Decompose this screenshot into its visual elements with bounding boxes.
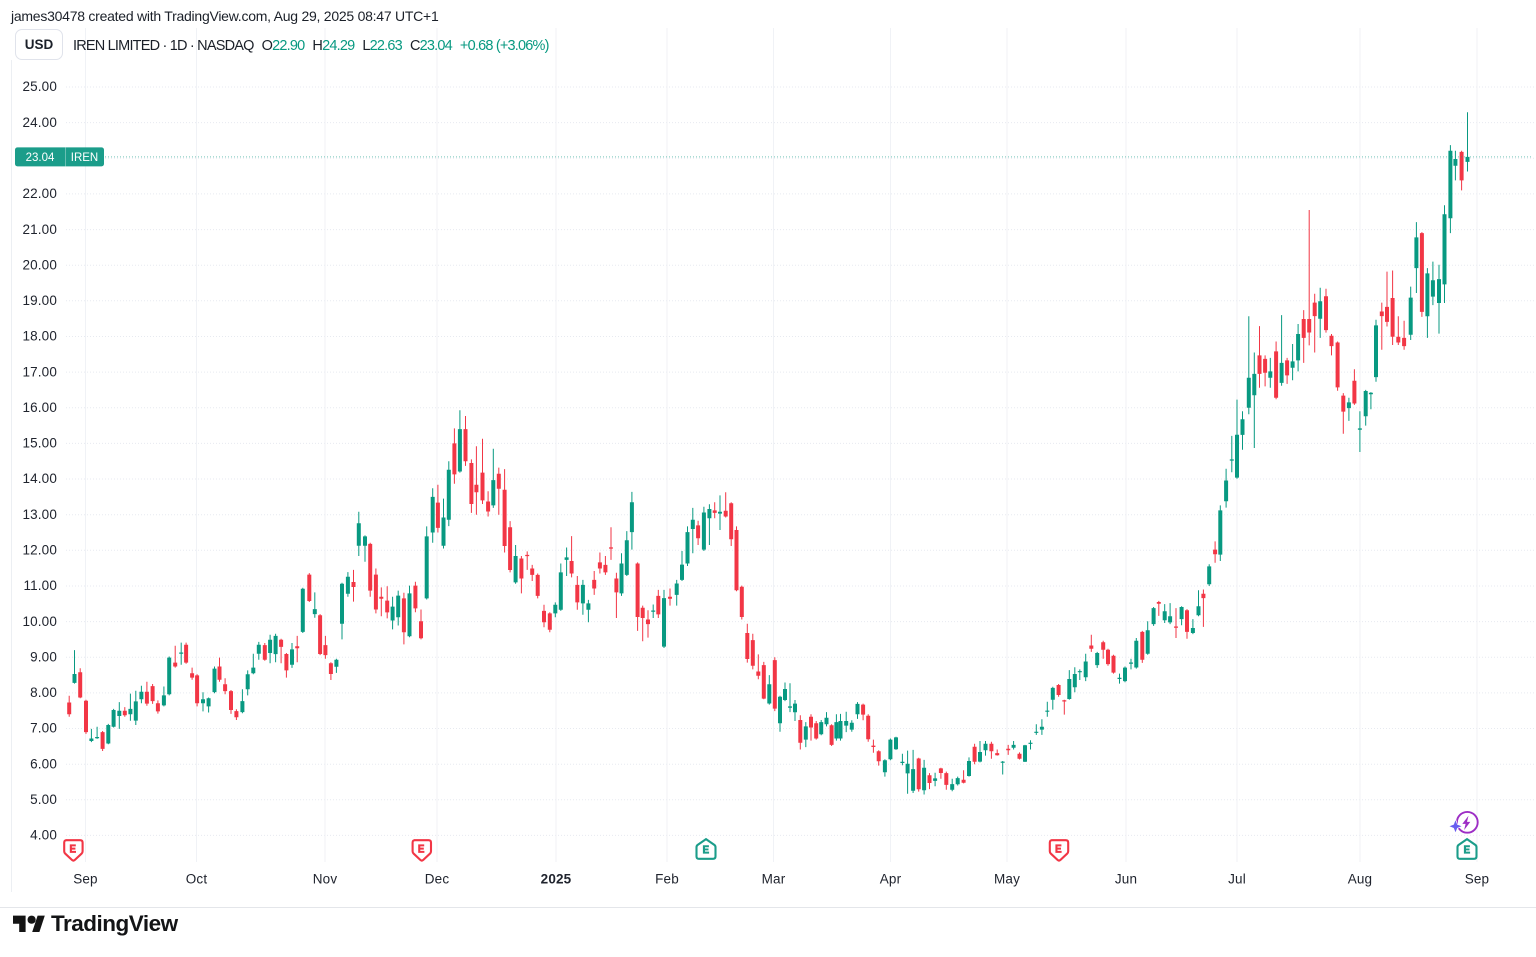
svg-text:25.00: 25.00 [22,79,57,94]
svg-text:11.00: 11.00 [23,578,57,593]
svg-text:Aug: Aug [1348,872,1372,887]
svg-text:14.00: 14.00 [22,471,57,486]
svg-text:19.00: 19.00 [22,293,57,308]
svg-text:Apr: Apr [880,872,902,887]
svg-text:12.00: 12.00 [22,543,57,558]
svg-text:Sep: Sep [1465,872,1489,887]
svg-text:2025: 2025 [541,872,572,887]
svg-text:24.00: 24.00 [22,115,57,130]
svg-text:21.00: 21.00 [22,222,57,237]
svg-text:10.00: 10.00 [22,614,57,629]
svg-text:20.00: 20.00 [22,257,57,272]
svg-text:Jul: Jul [1228,872,1246,887]
svg-text:15.00: 15.00 [22,436,57,451]
svg-text:5.00: 5.00 [30,792,57,807]
svg-text:IREN: IREN [71,152,98,164]
svg-text:23.04: 23.04 [26,152,55,164]
svg-text:6.00: 6.00 [30,756,57,771]
svg-text:Nov: Nov [313,872,338,887]
svg-text:Jun: Jun [1115,872,1137,887]
svg-text:16.00: 16.00 [22,400,57,415]
svg-text:4.00: 4.00 [30,828,57,843]
svg-text:May: May [994,872,1020,887]
svg-text:17.00: 17.00 [22,364,57,379]
svg-text:Oct: Oct [186,872,208,887]
svg-text:Mar: Mar [762,872,786,887]
svg-text:22.00: 22.00 [22,186,57,201]
svg-text:Sep: Sep [73,872,97,887]
svg-text:9.00: 9.00 [30,649,57,664]
svg-text:Dec: Dec [425,872,450,887]
svg-text:18.00: 18.00 [22,329,57,344]
svg-text:7.00: 7.00 [30,721,57,736]
svg-text:Feb: Feb [655,872,679,887]
svg-text:13.00: 13.00 [22,507,57,522]
svg-text:8.00: 8.00 [30,685,57,700]
